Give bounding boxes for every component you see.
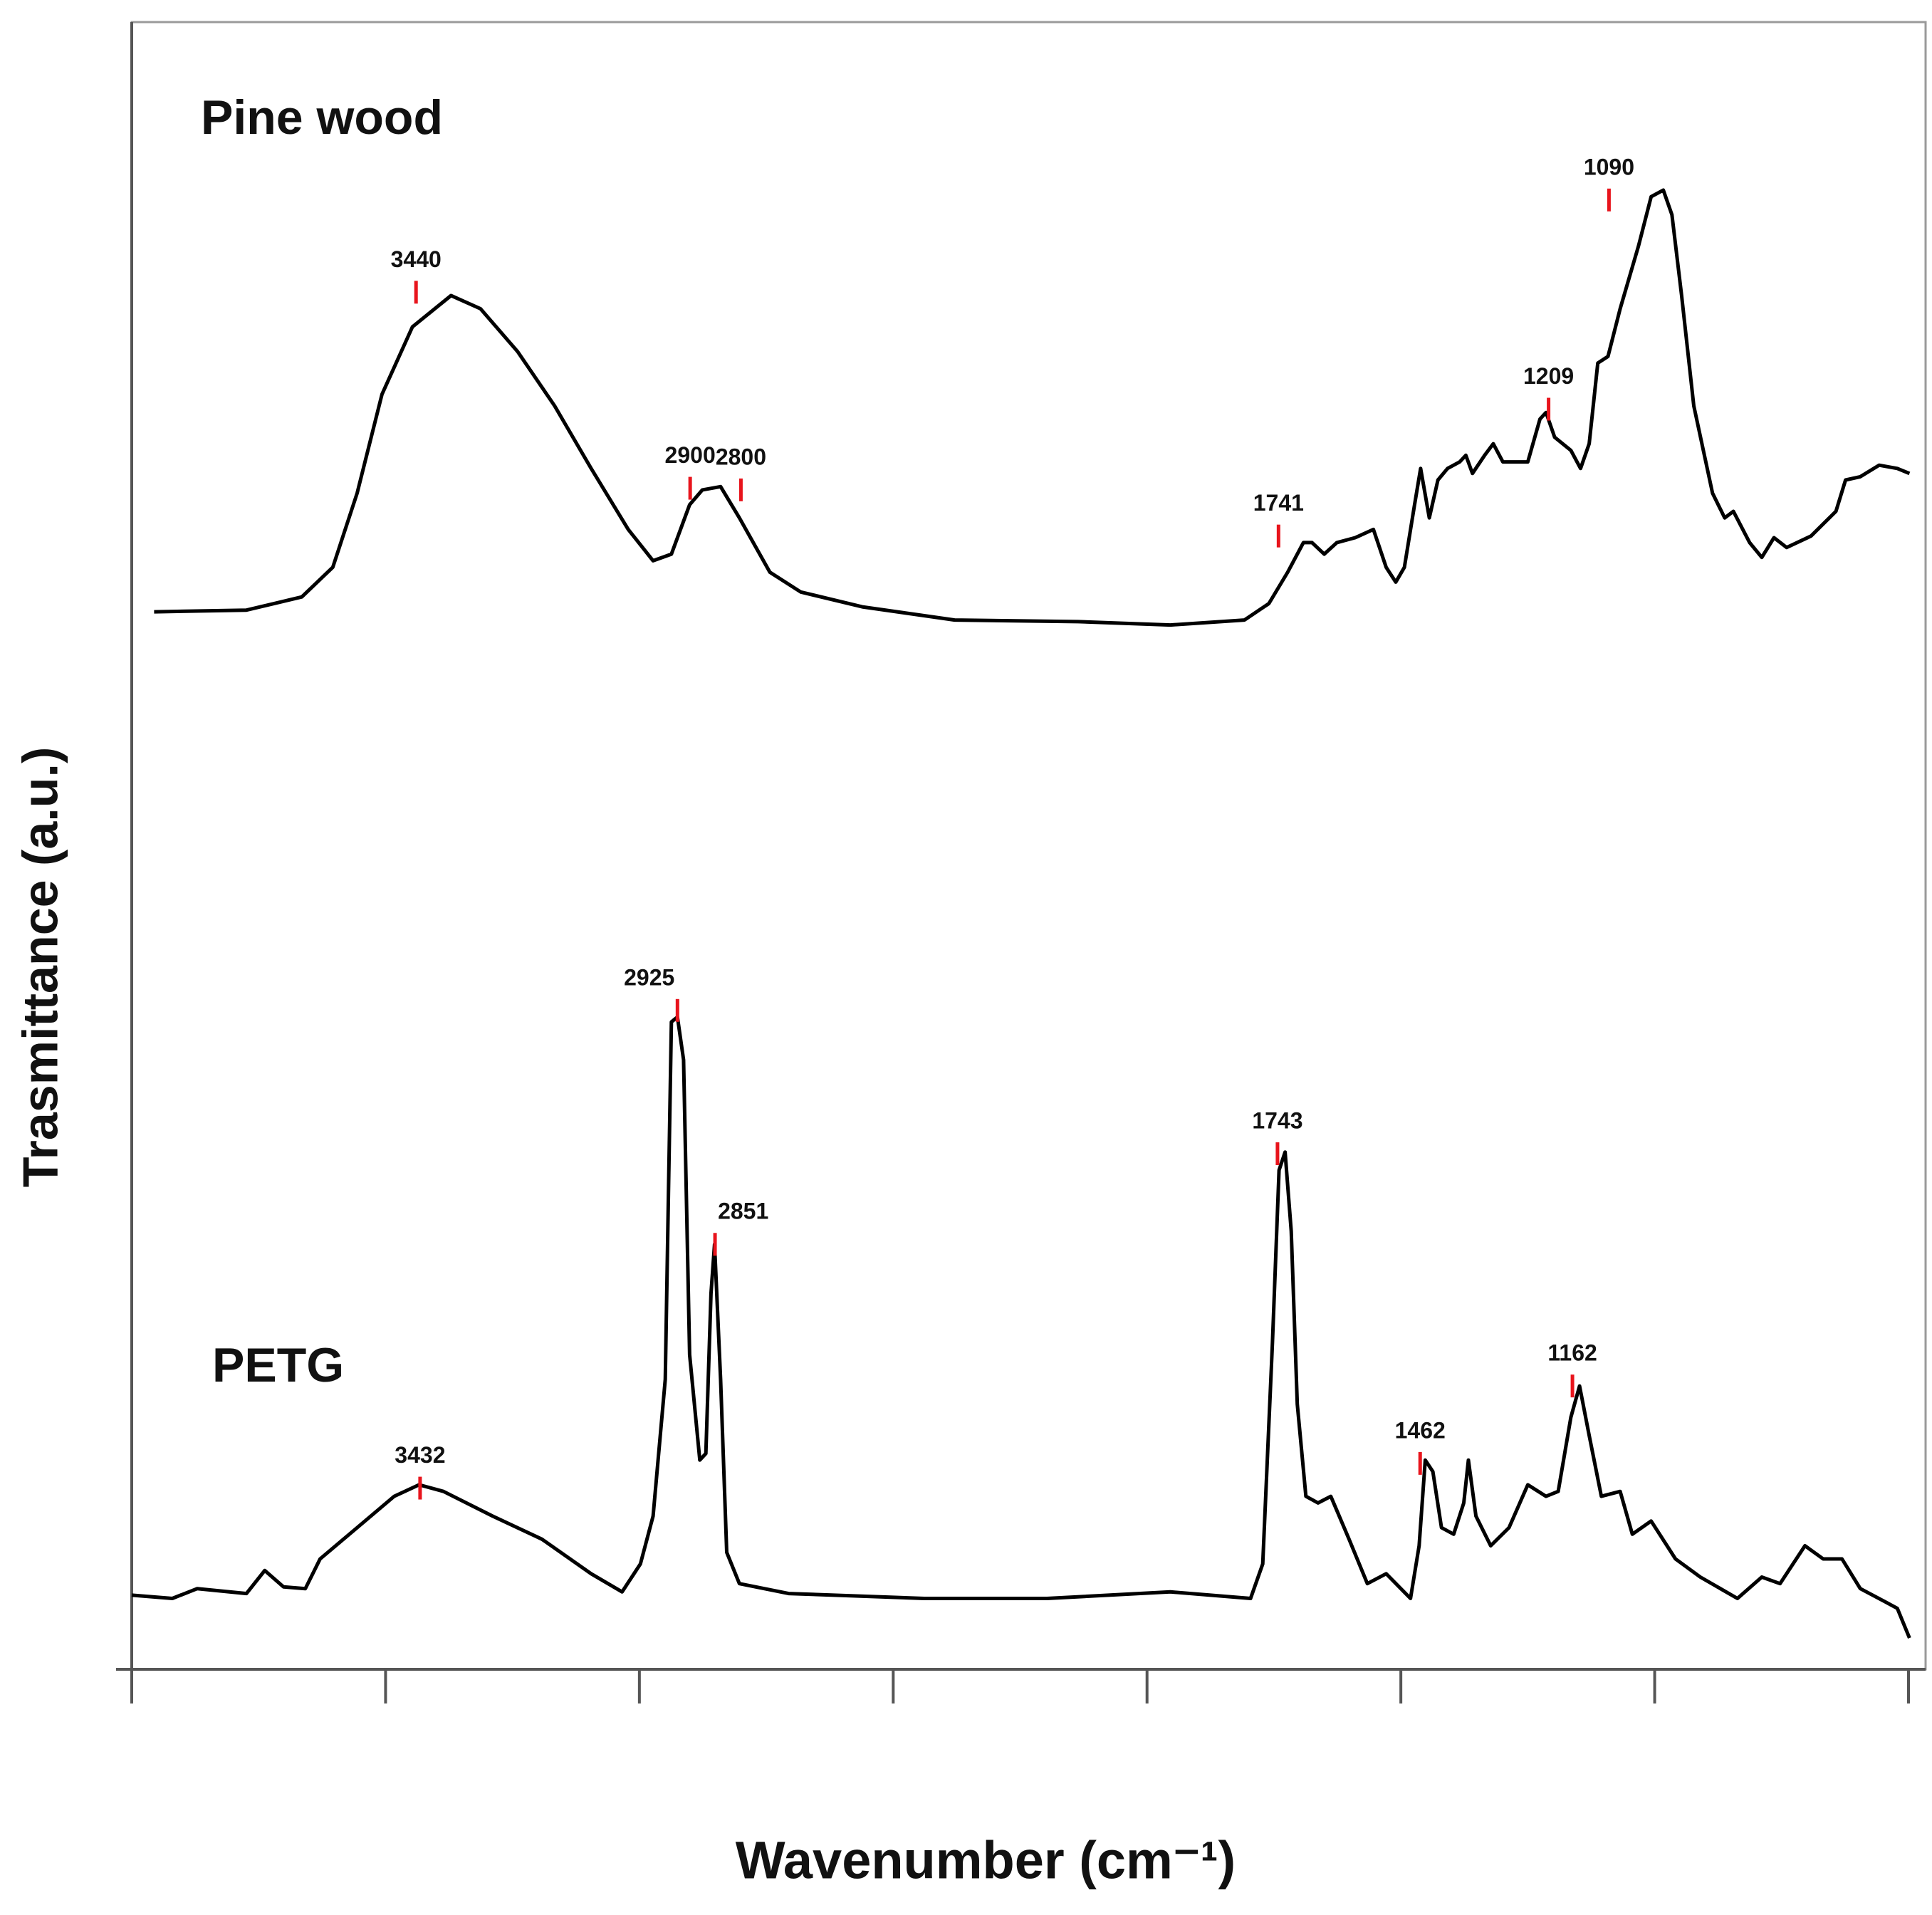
peak-label: 3440 (391, 246, 442, 272)
peak-label: 2900 (665, 442, 716, 468)
peak-label: 1162 (1547, 1340, 1597, 1366)
peak-label: 2800 (716, 444, 766, 469)
peak-label: 1462 (1395, 1417, 1446, 1443)
y-axis-label: Trasmittance (a.u.) (12, 747, 68, 1188)
peak-label: 2851 (718, 1199, 768, 1224)
peak-label: 1209 (1523, 363, 1574, 389)
peak-label: 1090 (1584, 154, 1634, 179)
series-label: Pine wood (201, 90, 443, 145)
series-label: PETG (212, 1338, 344, 1392)
spectrum-line (131, 1015, 1911, 1639)
peak-label: 1743 (1252, 1107, 1302, 1133)
spectrum-line (154, 188, 1911, 627)
peak-label: 3432 (395, 1442, 445, 1468)
peak-label: 2925 (624, 964, 674, 990)
peak-label: 1741 (1253, 490, 1304, 516)
x-axis-label: Wavenumber (cm⁻¹) (736, 1831, 1236, 1890)
